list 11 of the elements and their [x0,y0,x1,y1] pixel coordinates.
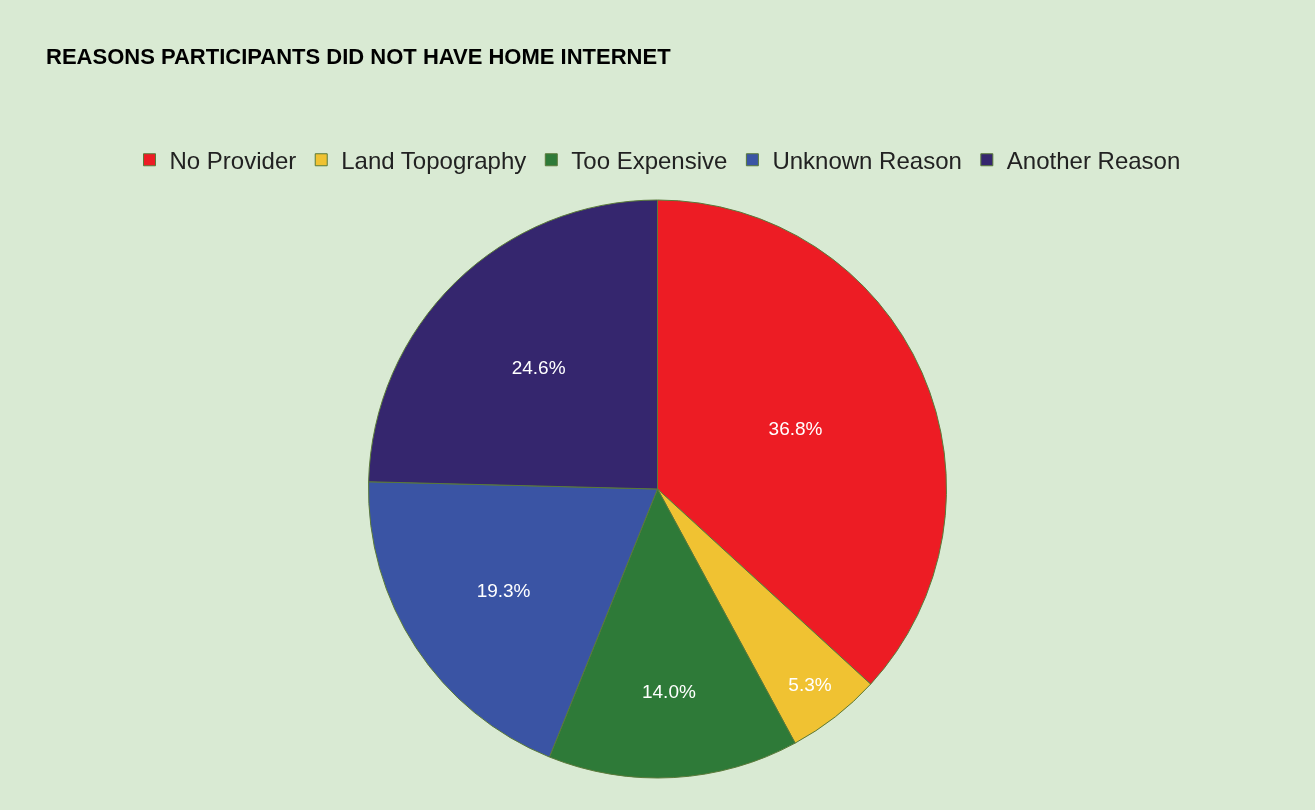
data-label: 24.6% [511,356,566,378]
data-label: 36.8% [768,417,823,439]
legend-label: Too Expensive [571,147,728,175]
chart-title: REASONS PARTICIPANTS DID NOT HAVE HOME INTERNET [46,44,672,70]
legend-label: No Provider [169,147,297,175]
data-label: 5.3% [788,673,832,695]
data-label: 14.0% [641,680,696,702]
data-label: 19.3% [476,579,531,601]
legend-label: Land Topography [341,147,527,175]
legend-label: Unknown Reason [772,147,962,175]
legend-label: Another Reason [1006,147,1181,175]
